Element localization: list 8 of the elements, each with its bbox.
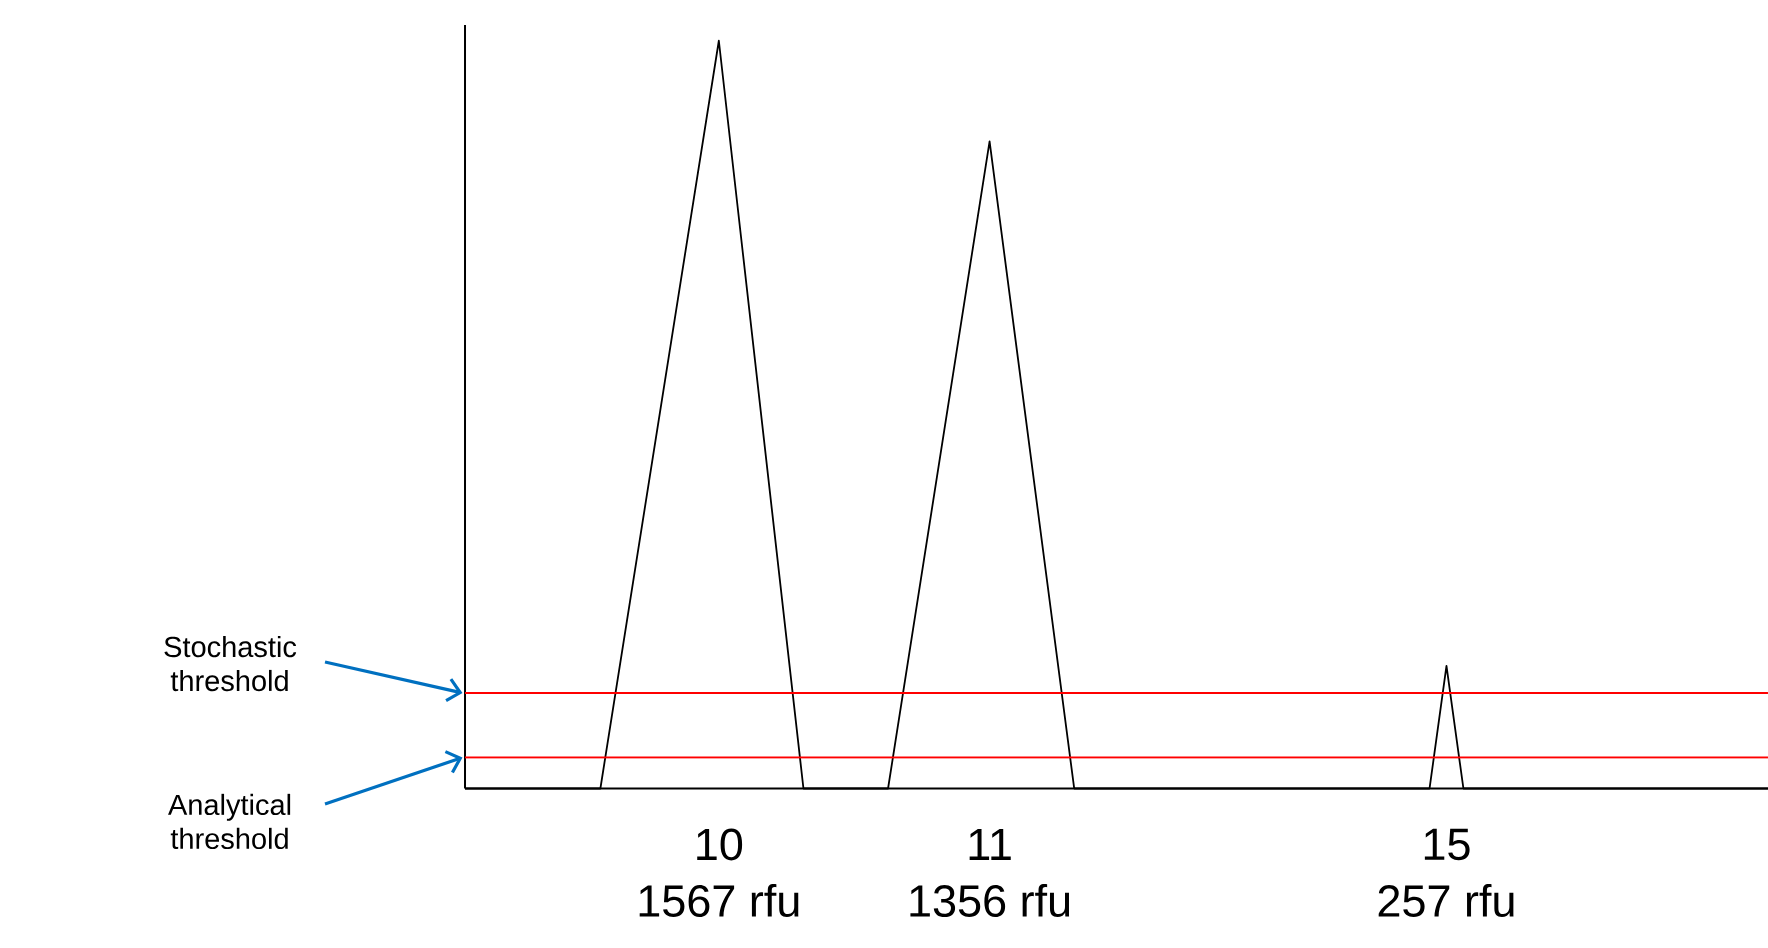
data-label: 1567 rfu (639, 883, 799, 917)
data-label: 1356 rfu (910, 883, 1070, 917)
x-tick-label: 15 (1424, 828, 1470, 861)
data-label: 257 rfu (1378, 883, 1514, 917)
x-tick-label: 10 (697, 828, 743, 861)
ref-line-label: Stochastic threshold (164, 635, 297, 692)
x-tick-label: 11 (969, 829, 1011, 860)
ref-line-label: Analytical threshold (168, 793, 291, 850)
